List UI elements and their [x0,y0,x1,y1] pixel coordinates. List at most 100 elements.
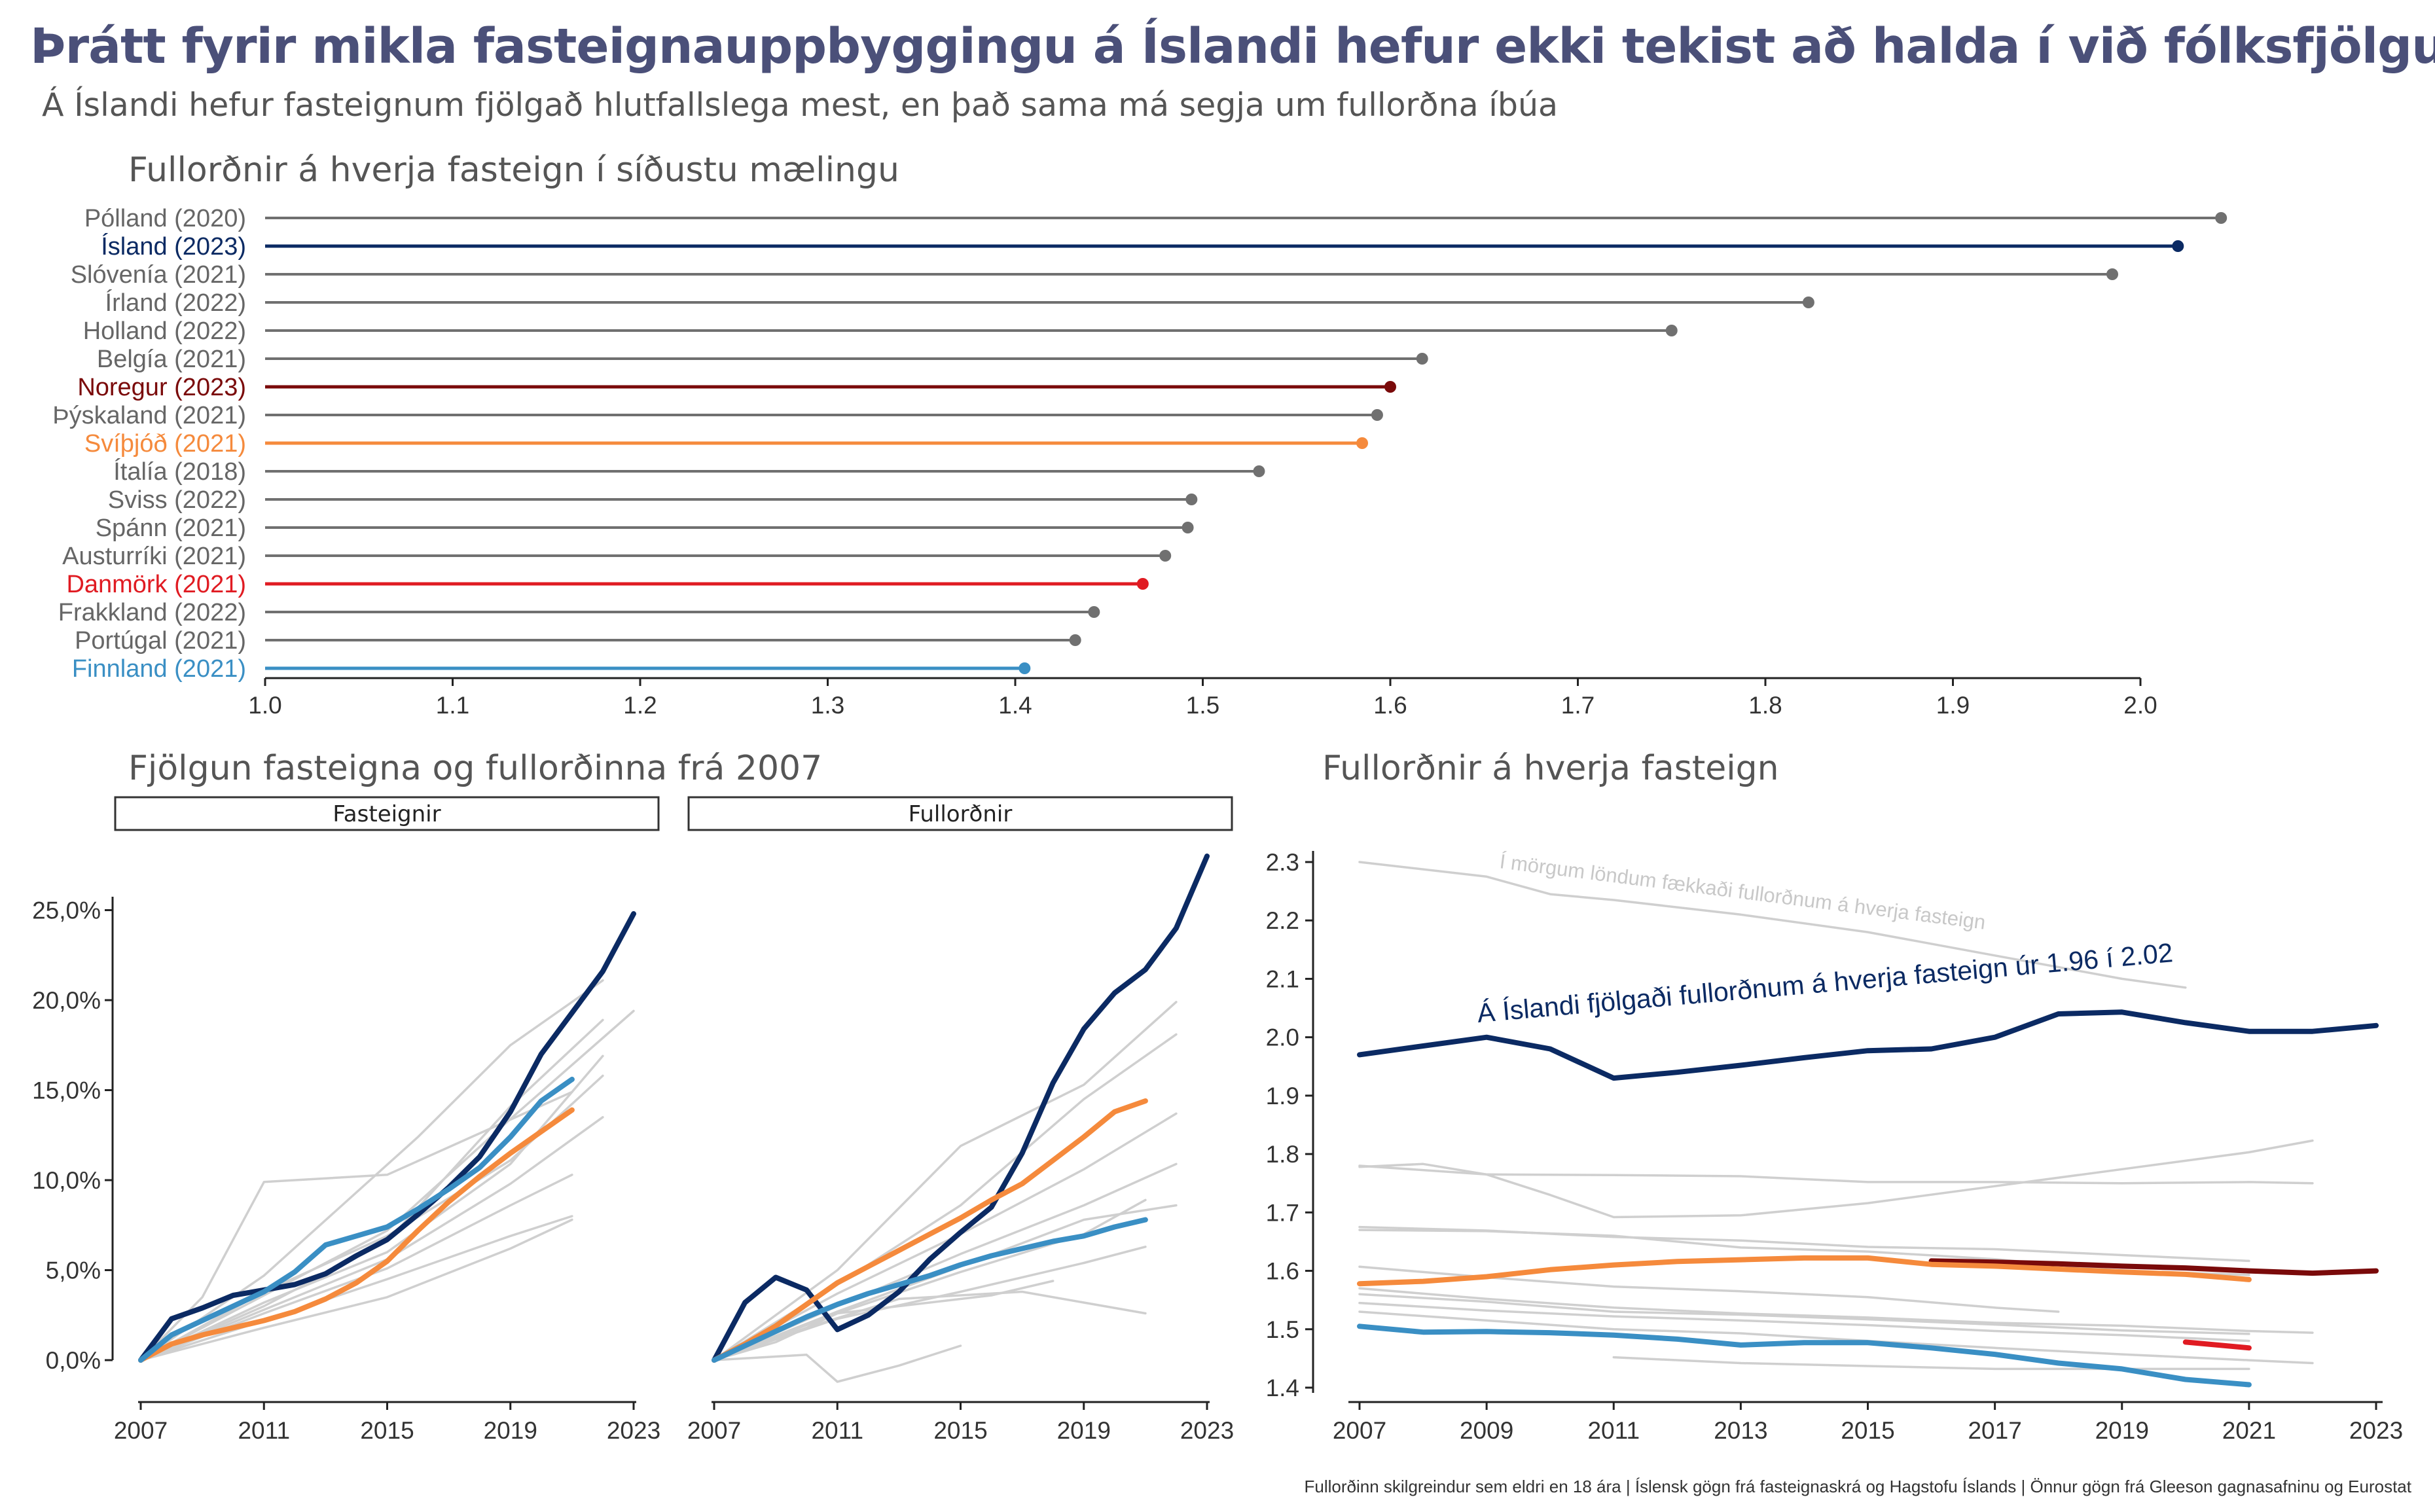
x-tick-label: 2019 [1057,1417,1111,1444]
background-series-line [713,1001,1178,1361]
x-tick-label: 1.4 [998,692,1032,719]
lollipop-category-label: Noregur (2023) [77,374,246,401]
source-caption: Fullorðinn skilgreindur sem eldri en 18 … [1304,1477,2412,1496]
background-series-line [139,1009,635,1361]
lollipop-point [1371,409,1383,421]
y-tick-label: 1.8 [1266,1141,1299,1168]
lollipop-point [1019,662,1031,674]
lollipop-category-label: Spánn (2021) [96,514,246,542]
background-series-line [713,1198,1147,1361]
x-tick-label: 2023 [1180,1417,1234,1444]
series-line-svíþjóð [712,1098,1148,1363]
x-tick-label: 1.3 [811,692,844,719]
lollipop-point [1253,465,1265,477]
lollipop-point [1136,578,1149,590]
background-series-line [1358,1139,2314,1219]
x-tick-label: 1.2 [623,692,657,719]
background-series-line [713,1033,1178,1361]
x-tick-label: 2011 [811,1417,863,1444]
lollipop-point [2106,268,2119,280]
lollipop-x-ticks: 1.0 1.1 1.2 1.3 1.4 1.5 1.6 1.7 1.8 1.9 2.0 [248,678,2157,719]
x-tick-label: 2007 [114,1417,168,1444]
y-tick-label: 1.5 [1266,1316,1299,1343]
lollipop-point [1159,550,1172,562]
background-series-line [139,1218,573,1361]
x-tick-label: 1.0 [248,692,281,719]
x-tick-label: 2015 [360,1417,414,1444]
series-line-finnland [1357,1323,2252,1388]
lollipop-point [1088,606,1100,618]
background-series-line [1358,1293,2250,1335]
series-line-ísland [1357,1009,2379,1081]
x-tick-label: 1.7 [1561,692,1595,719]
x-tick-label: 2015 [1841,1417,1894,1444]
lollipop-marks: Pólland (2020)Ísland (2023)Slóvenía (202… [52,205,2228,683]
lollipop-point [1069,634,1081,646]
background-series-line [1358,1287,2314,1334]
lollipop-point [1384,381,1396,393]
y-tick-label: 2.0 [1266,1024,1299,1051]
chart-title: Þrátt fyrir mikla fasteignauppbyggingu á… [30,18,2435,75]
y-tick-label: 10,0% [32,1167,101,1194]
x-tick-label: 1.6 [1373,692,1407,719]
y-tick-label: 1.6 [1266,1258,1299,1285]
x-tick-label: 2007 [687,1417,741,1444]
y-tick-label: 2.3 [1266,849,1299,876]
y-tick-label: 1.4 [1266,1375,1299,1401]
lollipop-category-label: Ísland (2023) [101,232,246,261]
x-tick-label: 1.5 [1186,692,1219,719]
series-line-svíþjóð [1357,1255,2252,1287]
lollipop-category-label: Slóvenía (2021) [71,261,246,289]
y-tick-label: 5,0% [46,1257,101,1284]
y-tick-label: 1.9 [1266,1083,1299,1109]
lollipop-point [1185,494,1198,505]
x-tick-label: 1.8 [1748,692,1782,719]
lollipop-title: Fullorðnir á hverja fasteign í síðustu m… [128,151,899,190]
lollipop-category-label: Finnland (2021) [72,655,246,683]
y-tick-label: 0,0% [46,1347,101,1374]
background-series-line [713,1162,1178,1361]
lollipop-point [2215,212,2228,224]
annotation-decline: Í mörgum löndum fækkaði fullorðnum á hve… [1498,850,1987,933]
x-tick-label: 2019 [2095,1417,2149,1444]
facet-label-fasteignir: Fasteignir [333,801,441,827]
panel-ratio: Fullorðnir á hverja fasteign 1.4 1.5 1.6 1.… [1266,749,2404,1444]
y-tick-label: 2.1 [1266,965,1299,992]
lollipop-category-label: Svíþjóð (2021) [84,430,246,458]
x-tick-label: 2015 [933,1417,987,1444]
chart-subtitle: Á Íslandi hefur fasteignum fjölgað hlutf… [42,86,1559,124]
panel-growth: Fjölgun fasteigna og fullorðinna frá 200… [32,749,1234,1444]
series-line-noregur [1928,1258,2379,1276]
lollipop-point [1665,325,1678,336]
facet-0: 2007 2011 2015 2019 2023 [114,911,660,1444]
x-tick-label: 2011 [238,1417,290,1444]
lollipop-point [1802,297,1814,308]
x-tick-label: 2011 [1587,1417,1640,1444]
lollipop-category-label: Írland (2022) [105,289,246,317]
series-line-ísland [138,911,636,1363]
y-tick-label: 15,0% [32,1077,101,1104]
y-tick-label: 20,0% [32,987,101,1014]
x-tick-label: 2007 [1333,1417,1386,1444]
background-series-line [713,1280,1055,1361]
background-series-line [713,1344,962,1383]
x-tick-label: 2021 [2222,1417,2276,1444]
y-tick-label: 2.2 [1266,907,1299,934]
background-series-line [139,1054,604,1361]
facet-strip-fasteignir [114,796,660,831]
background-series-line [1358,1301,2250,1342]
x-tick-label: 2023 [607,1417,660,1444]
x-tick-label: 2017 [1968,1417,2021,1444]
series-line-svíþjóð [138,1107,575,1363]
facet-label-fullordnir: Fullorðnir [909,801,1013,827]
background-series-line [139,979,604,1361]
lollipop-category-label: Pólland (2020) [84,205,246,232]
facet-1: 2007 2011 2015 2019 2023 [687,854,1234,1444]
lollipop-point [2172,240,2184,252]
ratio-title: Fullorðnir á hverja fasteign [1322,749,1779,788]
series-line-danmörk [2182,1339,2252,1351]
lollipop-category-label: Sviss (2022) [108,486,246,514]
lollipop-point [1416,353,1428,365]
y-tick-label: 25,0% [32,897,101,924]
